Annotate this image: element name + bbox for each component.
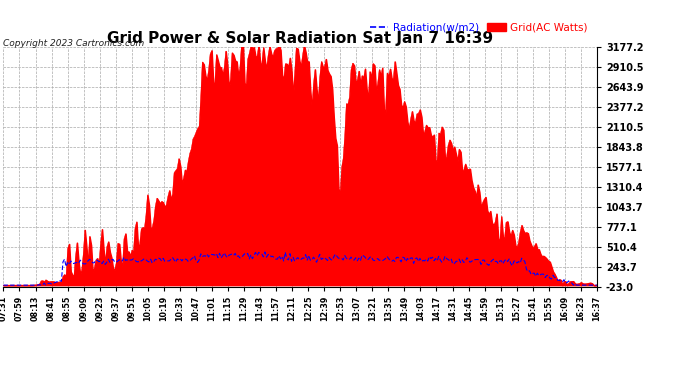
Legend: Radiation(w/m2), Grid(AC Watts): Radiation(w/m2), Grid(AC Watts) — [366, 18, 591, 37]
Text: Copyright 2023 Cartronics.com: Copyright 2023 Cartronics.com — [3, 39, 145, 48]
Title: Grid Power & Solar Radiation Sat Jan 7 16:39: Grid Power & Solar Radiation Sat Jan 7 1… — [107, 31, 493, 46]
